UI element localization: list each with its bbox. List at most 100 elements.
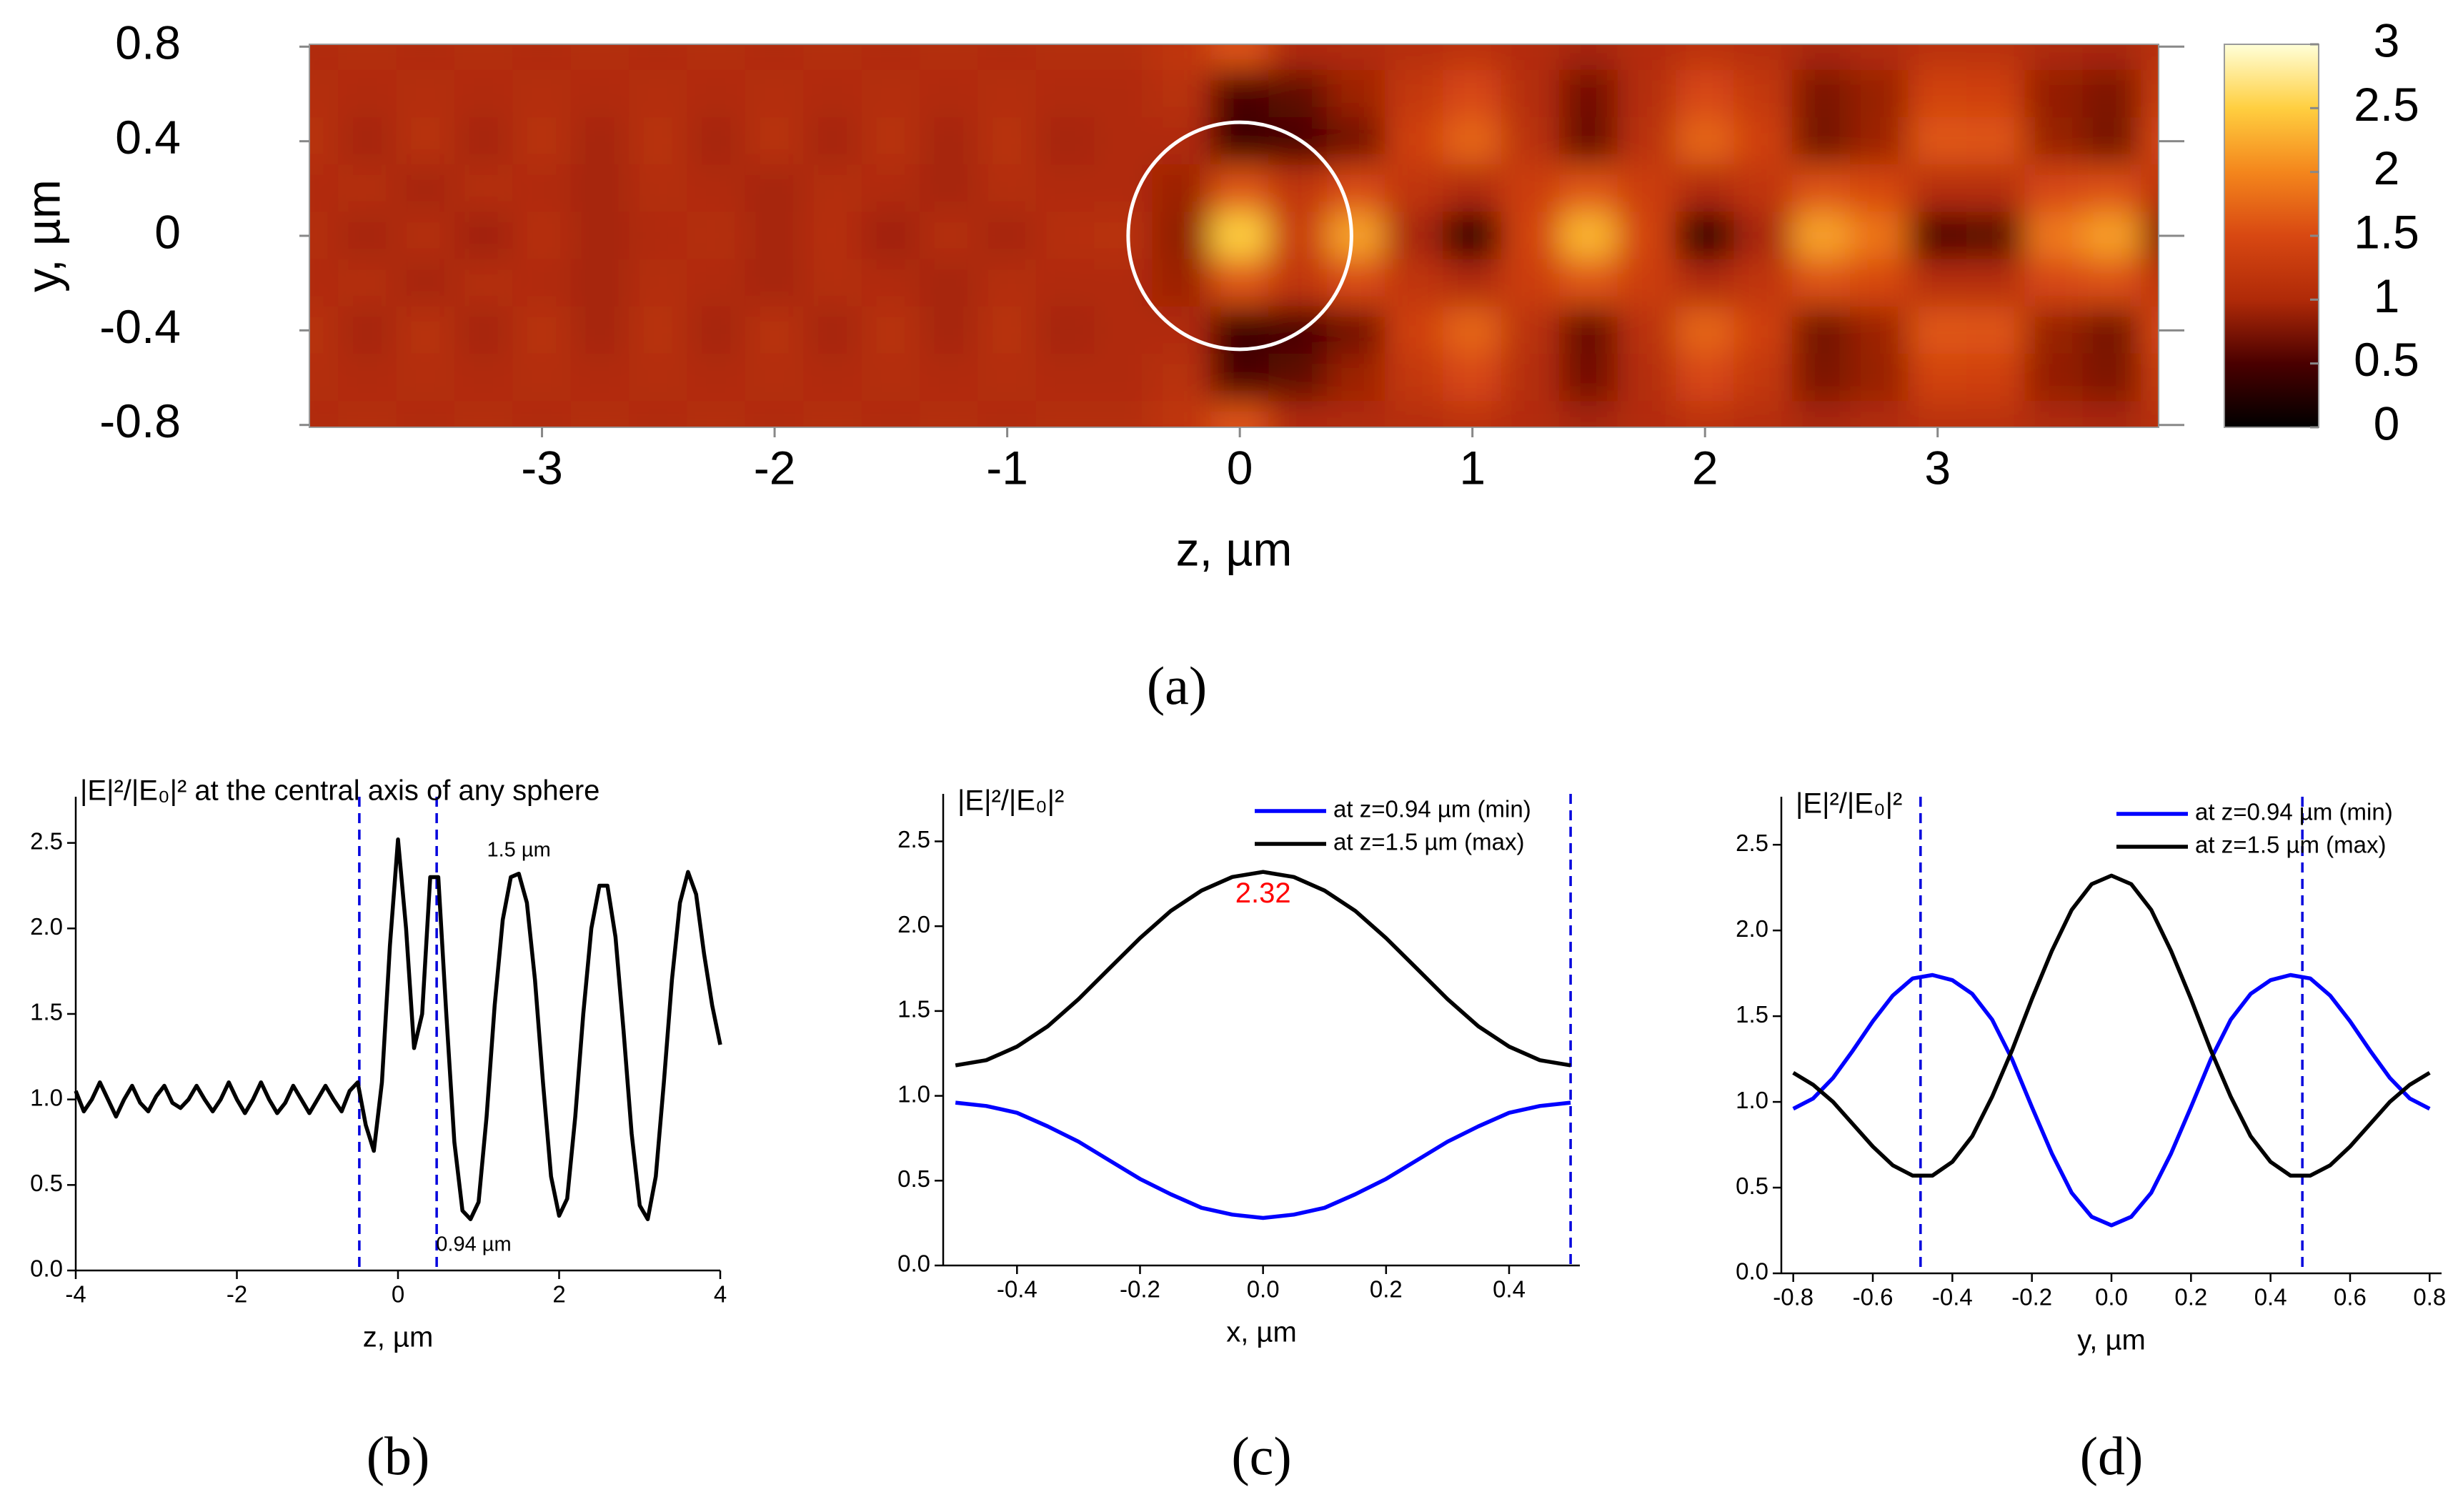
heatmap-cell [1094,164,1153,213]
x-tick-label: 0.4 [2254,1284,2287,1310]
y-axis-label: |E|²/|E₀|² [1796,788,1902,820]
heatmap-cell [2141,353,2159,402]
heatmap-cell [1443,353,1502,402]
heatmap-cell [512,117,572,166]
heatmap-cell [1908,44,1967,71]
heatmap-cell [1152,401,1211,427]
heatmap-cell [2141,306,2159,354]
heatmap-cell [1094,353,1153,402]
heatmap-cell [338,117,397,166]
heatmap-cell [338,259,397,307]
y-tick-label: -0.4 [99,300,181,353]
heatmap-cell [309,69,339,119]
heatmap-cell [396,259,455,307]
heatmap-cell [1908,117,1967,166]
heatmap-cell [1850,212,1909,260]
heatmap-cell [1908,69,1967,119]
heatmap-cell [1733,259,1793,307]
heatmap-cell [2082,69,2142,119]
heatmap-cell [745,212,805,260]
heatmap-cell [1501,212,1561,260]
heatmap-cell [2141,259,2159,307]
caption: (d) [2080,1426,2144,1486]
y-tick-label: 2.0 [30,913,63,940]
heatmap-cell [454,44,514,71]
annotation: 1.5 µm [487,838,551,861]
heatmap-cell [1385,44,1444,71]
heatmap-cell [309,259,339,307]
heatmap-cell [1443,306,1502,354]
heatmap-cell [1908,401,1967,427]
heatmap-cell [1559,259,1618,307]
heatmap-cell [1966,212,2026,260]
heatmap-cell [1035,259,1095,307]
y-tick-label: 0.8 [115,16,181,69]
x-tick-label: 0.6 [2334,1284,2367,1310]
heatmap-cell [861,69,921,119]
heatmap-cell [745,259,805,307]
heatmap-cell [1676,117,1735,166]
heatmap-cell [396,117,455,166]
heatmap-cell [1152,44,1211,71]
heatmap-cell [309,44,339,71]
heatmap-cell [1210,259,1270,307]
annotation: 0.94 µm [436,1233,511,1256]
x-tick-label: 0 [392,1281,404,1308]
heatmap-cell [1676,353,1735,402]
heatmap-cell [309,117,339,166]
heatmap-cell [1791,212,1851,260]
colorbar-tick-label: 1 [2374,269,2400,322]
heatmap-cell [687,306,746,354]
chart-title: |E|²/|E₀|² at the central axis of any sp… [80,775,599,807]
heatmap-cell [570,212,630,260]
heatmap-cell [1966,164,2026,213]
heatmap-cell [454,353,514,402]
heatmap-cell [1850,69,1909,119]
x-tick-label: -0.2 [1120,1276,1160,1303]
heatmap-cell [1152,164,1211,213]
x-tick-label: -0.2 [2011,1284,2052,1310]
heatmap-cell [512,353,572,402]
heatmap-cell [1501,306,1561,354]
heatmap-cell [629,164,688,213]
heatmap-cell [1326,259,1386,307]
heatmap-cell [512,212,572,260]
heatmap-cell [920,306,979,354]
x-tick-label: -0.6 [1853,1284,1894,1310]
heatmap-cell [629,117,688,166]
heatmap-cell [1268,44,1328,71]
heatmap-cell [1617,259,1677,307]
heatmap-cell [396,212,455,260]
heatmap-cell [1791,401,1851,427]
x-tick-label: -0.8 [1773,1284,1813,1310]
heatmap-cell [1268,259,1328,307]
heatmap-cell [920,44,979,71]
y-tick-label: 2.5 [897,826,930,852]
heatmap-cell [629,259,688,307]
heatmap-cell [2141,401,2159,427]
heatmap-cell [1676,306,1735,354]
heatmap-cell [2024,401,2084,427]
x-tick-label: 4 [714,1281,727,1308]
heatmap-cell [512,69,572,119]
heatmap-cell [1617,401,1677,427]
heatmap-cell [1094,44,1153,71]
heatmap-cell [2141,44,2159,71]
heatmap-cell [1850,401,1909,427]
heatmap-cell [1094,306,1153,354]
heatmap-cell [1501,353,1561,402]
x-tick-label: 0.2 [1370,1276,1403,1303]
heatmap-cell [1617,212,1677,260]
heatmap-cell [1210,401,1270,427]
heatmap-cell [396,44,455,71]
heatmap-cell [1501,164,1561,213]
heatmap-cell [1035,212,1095,260]
heatmap-cell [2082,259,2142,307]
x-tick-label: 2 [1692,441,1718,494]
heatmap-cell [1094,259,1153,307]
heatmap-cell [1908,306,1967,354]
heatmap-cell [1268,353,1328,402]
heatmap-cell [2082,117,2142,166]
data-line [955,870,1571,1068]
